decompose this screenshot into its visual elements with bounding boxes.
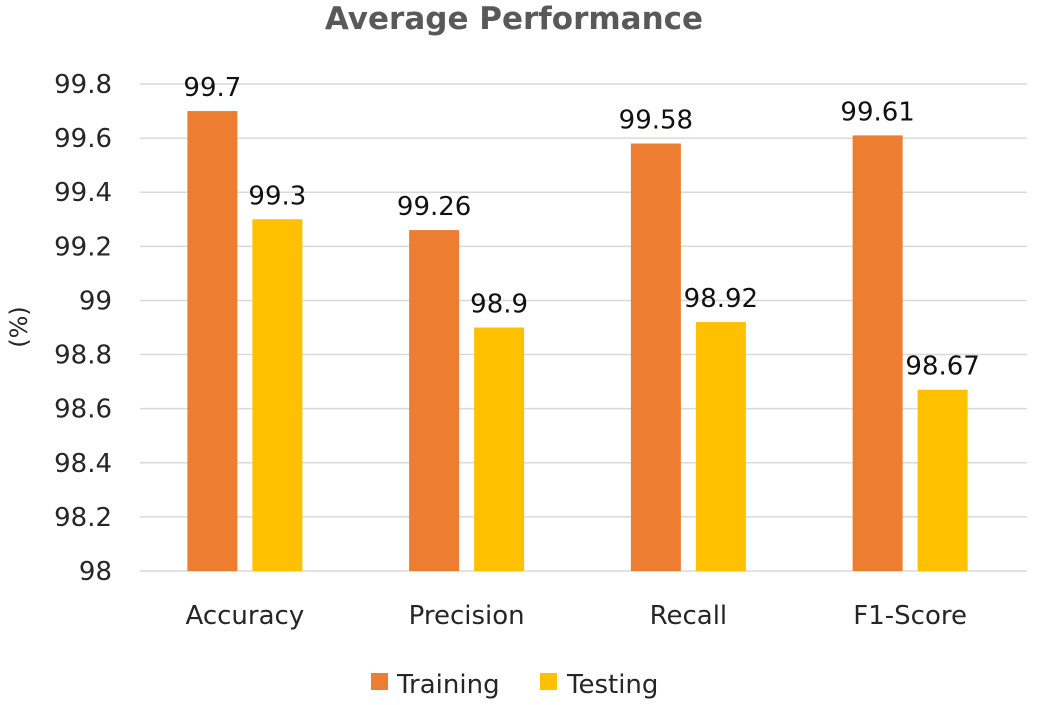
- data-labels: 99.7 99.3 99.26 98.9 99.58 98.92 99.61 98.67: [183, 73, 979, 382]
- data-label: 99.61: [840, 97, 914, 127]
- y-tick-label: 99.6: [54, 124, 112, 154]
- legend-label-testing: Testing: [566, 670, 658, 700]
- bar-training: [187, 111, 238, 572]
- legend-label-training: Training: [396, 670, 500, 700]
- y-tick-label: 99.8: [54, 70, 112, 100]
- y-tick-label: 98: [79, 557, 112, 587]
- y-tick-label: 98.8: [54, 341, 112, 371]
- bar-testing: [252, 219, 303, 571]
- x-category-label: Precision: [409, 601, 525, 631]
- y-tick-label: 98.4: [54, 449, 112, 479]
- x-category-label: F1-Score: [853, 601, 967, 631]
- bar-testing: [917, 389, 968, 571]
- data-label: 99.3: [248, 181, 306, 211]
- y-tick-label: 99.2: [54, 232, 112, 262]
- legend-swatch-training: [371, 673, 388, 690]
- data-label: 98.9: [470, 290, 528, 320]
- bar-testing: [695, 322, 746, 571]
- legend: Training Testing: [371, 670, 658, 700]
- data-label: 98.92: [684, 284, 758, 314]
- data-label: 99.26: [397, 192, 471, 222]
- bar-testing: [474, 327, 525, 571]
- bar-training: [630, 143, 681, 571]
- y-axis-ticks: 98 98.2 98.4 98.6 98.8 99 99.2 99.4 99.6 99.8: [54, 70, 112, 587]
- y-tick-label: 99.4: [54, 178, 112, 208]
- y-axis-label: (%): [5, 306, 33, 348]
- y-tick-label: 99: [79, 286, 112, 316]
- x-axis-categories: Accuracy Precision Recall F1-Score: [186, 601, 967, 631]
- data-label: 98.67: [905, 352, 979, 382]
- chart-title: Average Performance: [325, 1, 703, 37]
- x-category-label: Recall: [650, 601, 728, 631]
- data-label: 99.7: [183, 73, 241, 103]
- bar-training: [409, 230, 460, 571]
- data-label: 99.58: [619, 106, 693, 136]
- y-tick-label: 98.6: [54, 395, 112, 425]
- legend-swatch-testing: [540, 673, 557, 690]
- bar-training: [852, 135, 903, 571]
- y-tick-label: 98.2: [54, 503, 112, 533]
- bars: [187, 111, 968, 572]
- x-category-label: Accuracy: [186, 601, 305, 631]
